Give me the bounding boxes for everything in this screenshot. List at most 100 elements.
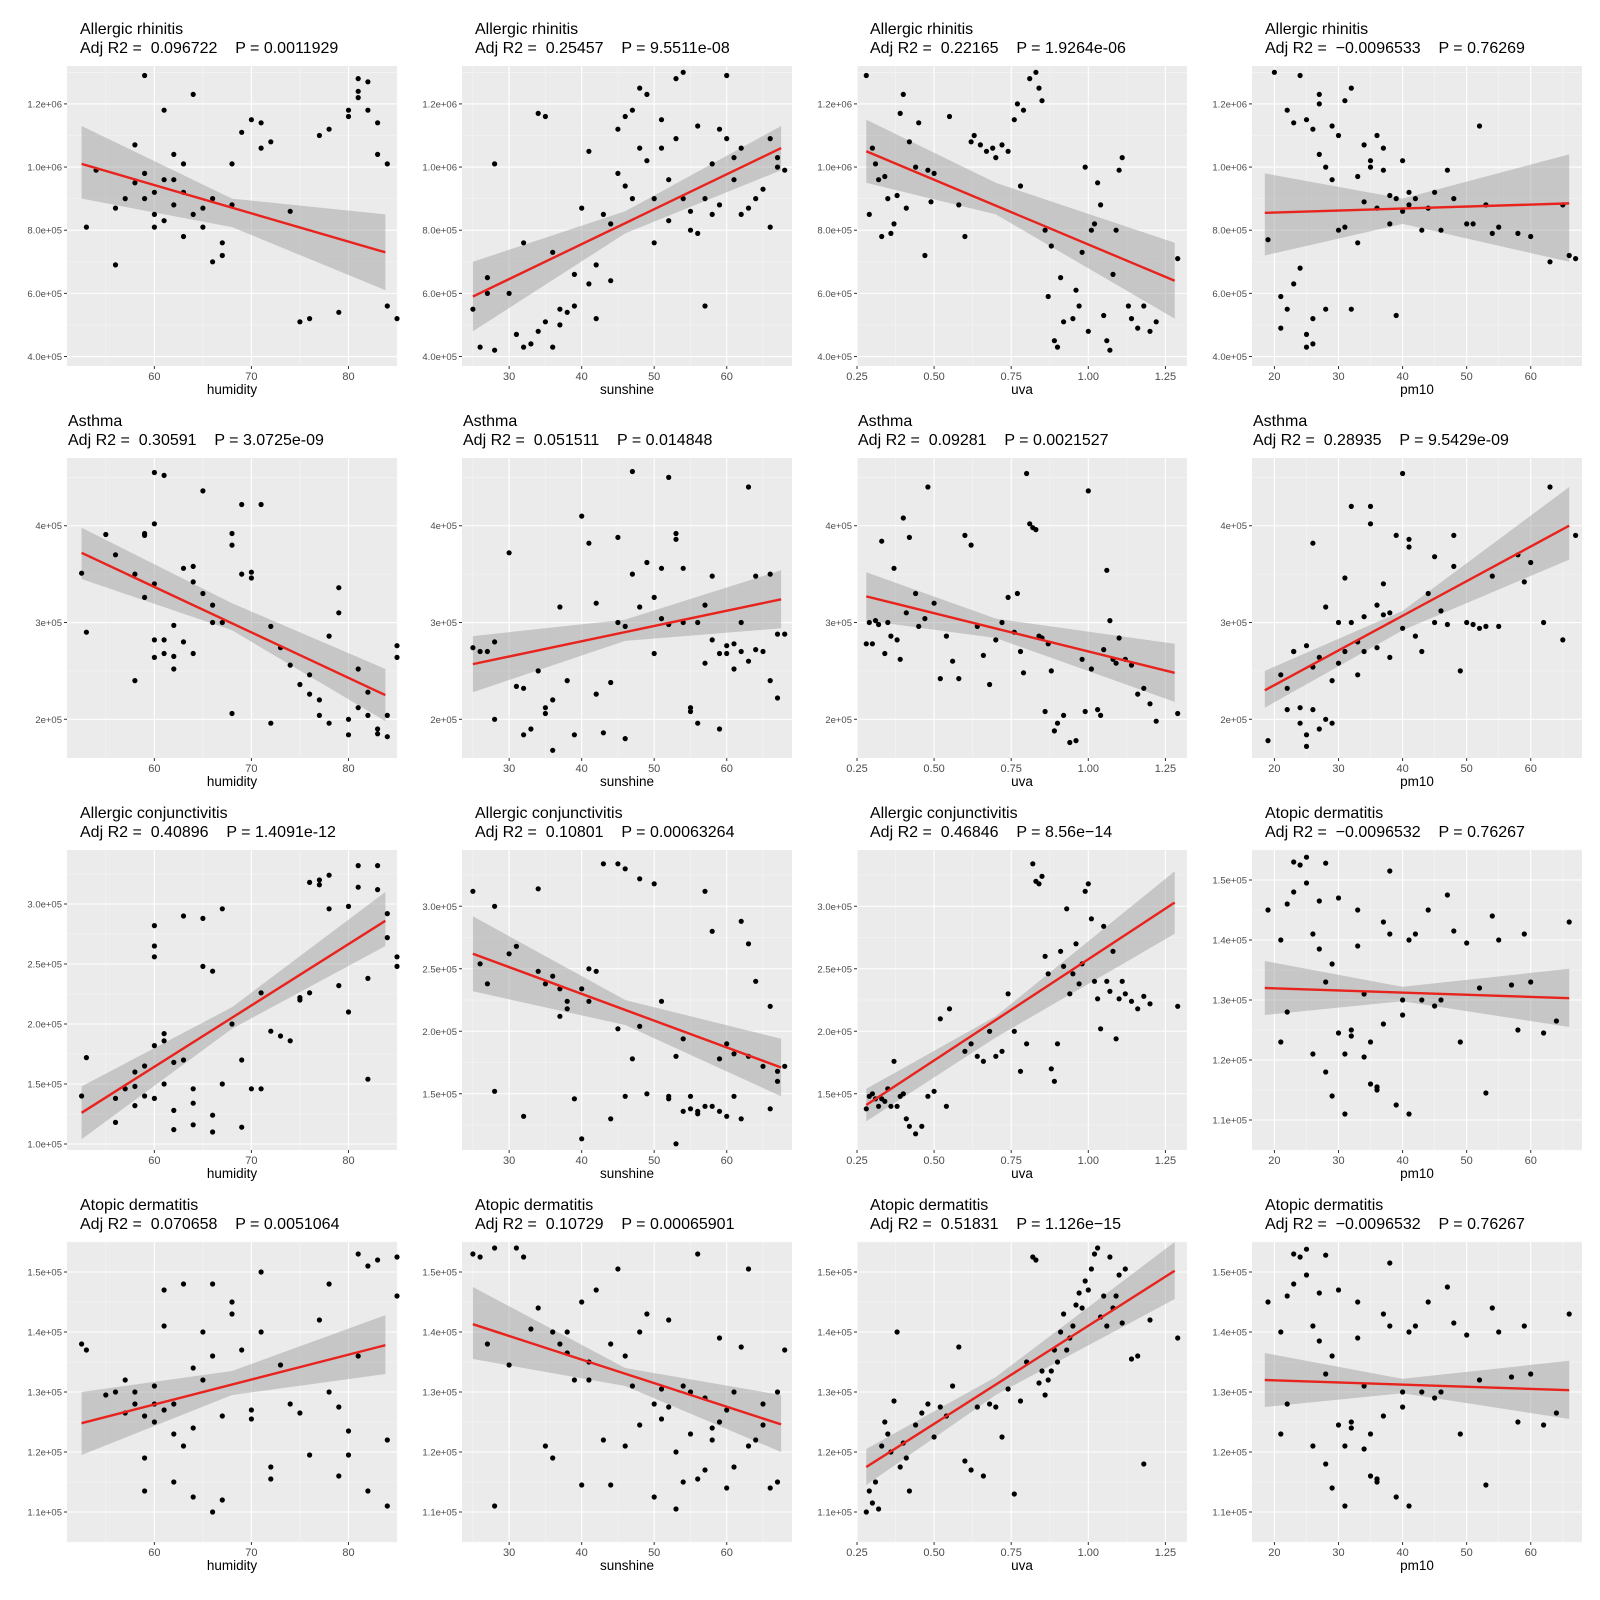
regression-line	[1264, 1378, 1570, 1392]
data-point	[1476, 123, 1483, 129]
x-tick-label: 60	[1525, 371, 1537, 383]
y-tick-label: 1.5e+05	[422, 1268, 457, 1279]
x-tick-label: 50	[648, 1547, 660, 1559]
y-tick-label: 1.1e+05	[422, 1508, 457, 1519]
data-point	[550, 973, 556, 979]
data-point	[593, 968, 599, 974]
data-point	[1316, 91, 1322, 97]
data-point	[615, 619, 621, 626]
data-point	[651, 196, 657, 202]
data-point	[180, 1281, 187, 1287]
y-tick-label: 1.5e+05	[27, 1080, 62, 1091]
data-point	[1387, 931, 1393, 937]
chart-title-stats: Adj R2 = 0.070658 P = 0.0051064	[80, 1216, 340, 1233]
data-point	[268, 720, 274, 726]
data-point	[1033, 1257, 1039, 1263]
x-axis-label: sunshine	[600, 774, 654, 789]
data-point	[1042, 708, 1048, 715]
x-axis-label: uva	[1011, 1166, 1033, 1181]
data-point	[1316, 1338, 1322, 1344]
data-point	[394, 1293, 400, 1299]
data-point	[1005, 594, 1011, 600]
data-point	[866, 1488, 872, 1494]
data-point	[1085, 328, 1091, 334]
data-point	[1310, 1443, 1316, 1449]
data-point	[1113, 1293, 1119, 1299]
data-point	[731, 177, 737, 183]
data-point	[913, 164, 919, 170]
data-point	[161, 107, 167, 113]
data-point	[1323, 860, 1329, 866]
data-point	[1067, 991, 1073, 997]
data-point	[1323, 716, 1329, 722]
chart-panel: Asthma Adj R2 = 0.051511 P = 0.014848 30 40…	[407, 396, 800, 789]
data-point	[287, 1401, 293, 1407]
data-point	[1278, 325, 1284, 331]
data-point	[702, 888, 708, 894]
data-point	[1147, 1001, 1153, 1007]
data-point	[394, 1254, 400, 1260]
data-point	[1323, 306, 1329, 312]
data-point	[666, 474, 672, 480]
chart-title-disease: Asthma	[858, 413, 913, 430]
data-point	[1054, 344, 1061, 350]
y-tick-label: 1.2e+06	[422, 99, 457, 110]
x-tick-label: 0.50	[923, 763, 944, 775]
data-point	[297, 995, 303, 1001]
data-point	[1367, 503, 1374, 509]
data-point	[876, 621, 882, 628]
data-point	[586, 281, 592, 287]
data-point	[355, 705, 361, 711]
data-point	[1541, 1030, 1547, 1036]
data-point	[1265, 1299, 1271, 1305]
data-point	[336, 610, 342, 616]
data-point	[492, 347, 498, 353]
data-point	[1451, 532, 1457, 538]
data-point	[1024, 1041, 1030, 1047]
data-point	[1091, 1251, 1098, 1257]
data-point	[535, 668, 541, 674]
y-tick-label: 4.0e+05	[27, 352, 62, 363]
data-point	[1051, 338, 1057, 344]
data-point	[229, 710, 235, 717]
data-point	[866, 211, 872, 217]
confidence-band	[866, 119, 1175, 319]
x-tick-label: 0.50	[923, 1547, 944, 1559]
data-point	[1464, 1332, 1470, 1338]
data-point	[1303, 643, 1310, 649]
y-tick-label: 3e+05	[35, 618, 62, 629]
regression-line	[472, 147, 782, 298]
data-point	[528, 726, 534, 732]
data-point	[210, 619, 216, 626]
data-point	[1367, 158, 1374, 164]
data-point	[716, 650, 723, 657]
chart-title-stats: Adj R2 = 0.10801 P = 0.00063264	[475, 824, 735, 841]
x-tick-label: 50	[648, 763, 660, 775]
data-point	[535, 968, 541, 974]
data-point	[999, 1434, 1005, 1440]
data-point	[1079, 656, 1085, 662]
data-point	[629, 196, 635, 202]
data-point	[608, 1482, 614, 1488]
data-point	[268, 1028, 274, 1034]
data-point	[513, 683, 519, 689]
data-point	[1082, 708, 1088, 715]
y-tick-label: 4.0e+05	[817, 352, 852, 363]
data-point	[1005, 991, 1011, 997]
data-point	[492, 639, 498, 645]
data-point	[365, 107, 371, 113]
data-point	[637, 1329, 643, 1335]
regression-line	[1264, 202, 1570, 215]
data-point	[586, 998, 592, 1004]
data-point	[550, 697, 556, 703]
data-point	[673, 530, 679, 537]
scatter-plot: 60 70 80 1.1e+05 1.2e+05 1.3e+05 1.4e+05 1.5e+0…	[27, 1241, 400, 1573]
data-point	[1316, 946, 1322, 952]
data-point	[716, 726, 723, 732]
x-tick-label: 30	[1332, 1155, 1344, 1167]
data-point	[702, 303, 708, 309]
data-point	[564, 1329, 570, 1335]
data-point	[161, 1287, 167, 1293]
data-point	[1380, 1413, 1386, 1419]
data-point	[297, 1410, 303, 1416]
